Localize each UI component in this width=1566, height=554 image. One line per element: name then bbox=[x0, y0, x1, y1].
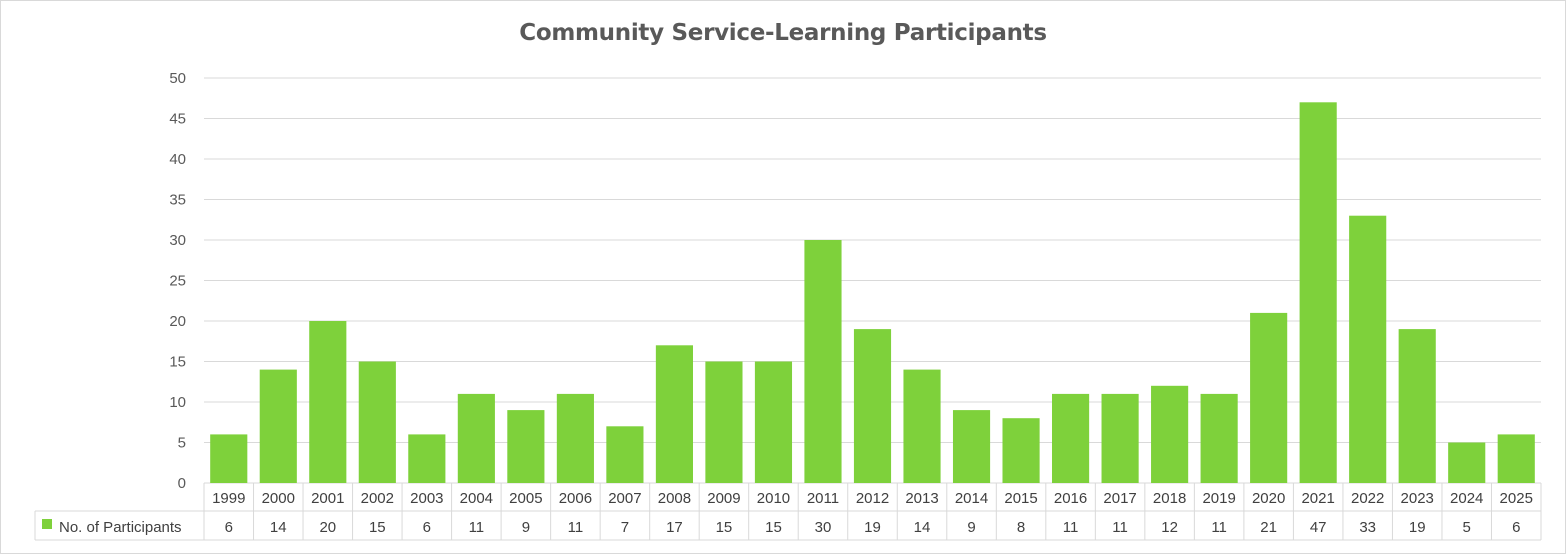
data-table-value: 8 bbox=[1017, 519, 1025, 536]
y-tick-label: 5 bbox=[178, 435, 186, 452]
data-table-value: 14 bbox=[270, 519, 287, 536]
bar bbox=[507, 410, 545, 483]
y-tick-label: 15 bbox=[169, 354, 186, 371]
bar bbox=[606, 426, 644, 483]
data-table-value: 9 bbox=[522, 519, 530, 536]
data-table-value: 11 bbox=[469, 519, 485, 536]
bar bbox=[1052, 393, 1090, 483]
y-tick-label: 10 bbox=[169, 394, 186, 411]
bar bbox=[259, 369, 297, 483]
x-tick-label: 2017 bbox=[1103, 490, 1136, 507]
bar bbox=[705, 361, 743, 483]
x-tick-label: 2014 bbox=[955, 490, 988, 507]
x-tick-label: 2011 bbox=[807, 490, 839, 507]
data-table-value: 15 bbox=[716, 519, 733, 536]
bar bbox=[853, 329, 892, 483]
data-table-value: 7 bbox=[621, 519, 629, 536]
bar bbox=[556, 393, 594, 483]
bar bbox=[952, 410, 991, 483]
legend-swatch bbox=[42, 519, 52, 529]
y-tick-label: 35 bbox=[169, 192, 186, 209]
x-tick-label: 2015 bbox=[1004, 490, 1037, 507]
bar bbox=[1448, 442, 1486, 483]
bar bbox=[1299, 102, 1337, 484]
x-tick-label: 2016 bbox=[1054, 490, 1087, 507]
data-table-value: 12 bbox=[1161, 519, 1178, 536]
data-table-value: 21 bbox=[1260, 519, 1277, 536]
x-tick-label: 2001 bbox=[311, 490, 344, 507]
bar bbox=[1398, 329, 1436, 483]
x-tick-label: 2006 bbox=[559, 490, 592, 507]
x-tick-label: 2005 bbox=[509, 490, 542, 507]
data-table-value: 20 bbox=[319, 519, 336, 536]
bar bbox=[804, 240, 842, 483]
bar bbox=[1349, 215, 1387, 483]
bar bbox=[903, 369, 941, 483]
y-tick-label: 0 bbox=[178, 475, 186, 492]
x-tick-label: 2004 bbox=[460, 490, 493, 507]
bar bbox=[1497, 434, 1535, 483]
bar bbox=[1250, 312, 1288, 483]
bar bbox=[309, 321, 347, 483]
data-table-value: 14 bbox=[914, 519, 931, 536]
y-tick-label: 50 bbox=[169, 70, 186, 87]
x-tick-label: 2003 bbox=[410, 490, 443, 507]
x-tick-label: 2007 bbox=[608, 490, 641, 507]
data-table-value: 11 bbox=[568, 519, 584, 536]
x-tick-label: 2024 bbox=[1450, 490, 1483, 507]
x-tick-label: 2002 bbox=[361, 490, 394, 507]
data-table-value: 17 bbox=[666, 519, 683, 536]
bar bbox=[358, 361, 396, 483]
x-tick-label: 2013 bbox=[905, 490, 938, 507]
data-table-value: 15 bbox=[765, 519, 782, 536]
bar bbox=[655, 345, 693, 483]
x-tick-label: 2010 bbox=[757, 490, 790, 507]
data-table-value: 19 bbox=[1409, 519, 1426, 536]
x-tick-label: 2021 bbox=[1301, 490, 1334, 507]
bar bbox=[1200, 393, 1238, 483]
x-tick-label: 2012 bbox=[856, 490, 889, 507]
chart-title: Community Service-Learning Participants bbox=[519, 20, 1047, 46]
data-table-value: 6 bbox=[423, 519, 431, 536]
data-table-value: 30 bbox=[815, 519, 832, 536]
y-tick-label: 40 bbox=[169, 151, 186, 168]
data-table-value: 5 bbox=[1463, 519, 1471, 536]
data-table-value: 33 bbox=[1359, 519, 1376, 536]
bar bbox=[1101, 393, 1139, 483]
bar bbox=[210, 434, 248, 483]
x-tick-label: 2025 bbox=[1500, 490, 1533, 507]
bar bbox=[1002, 418, 1040, 483]
x-tick-label: 2009 bbox=[707, 490, 740, 507]
bar bbox=[754, 361, 793, 483]
y-tick-label: 25 bbox=[169, 273, 186, 290]
bar bbox=[457, 393, 495, 483]
data-table-value: 6 bbox=[1512, 519, 1520, 536]
x-tick-label: 2020 bbox=[1252, 490, 1285, 507]
x-tick-label: 2018 bbox=[1153, 490, 1186, 507]
data-table-value: 47 bbox=[1310, 519, 1327, 536]
y-tick-label: 20 bbox=[169, 313, 186, 330]
x-tick-label: 2022 bbox=[1351, 490, 1384, 507]
x-tick-label: 2000 bbox=[262, 490, 295, 507]
x-tick-label: 2008 bbox=[658, 490, 691, 507]
x-tick-label: 2023 bbox=[1401, 490, 1434, 507]
x-tick-label: 1999 bbox=[212, 490, 245, 507]
data-table-value: 11 bbox=[1211, 519, 1227, 536]
data-table-value: 9 bbox=[967, 519, 975, 536]
legend-label: No. of Participants bbox=[59, 519, 182, 536]
y-tick-label: 45 bbox=[169, 111, 186, 128]
data-table-value: 15 bbox=[369, 519, 386, 536]
bar bbox=[408, 434, 446, 483]
y-tick-label: 30 bbox=[169, 232, 186, 249]
data-table-value: 6 bbox=[225, 519, 233, 536]
data-table-value: 11 bbox=[1112, 519, 1128, 536]
data-table-value: 19 bbox=[864, 519, 881, 536]
bar bbox=[1151, 385, 1189, 483]
data-table-value: 11 bbox=[1063, 519, 1079, 536]
x-tick-label: 2019 bbox=[1202, 490, 1235, 507]
